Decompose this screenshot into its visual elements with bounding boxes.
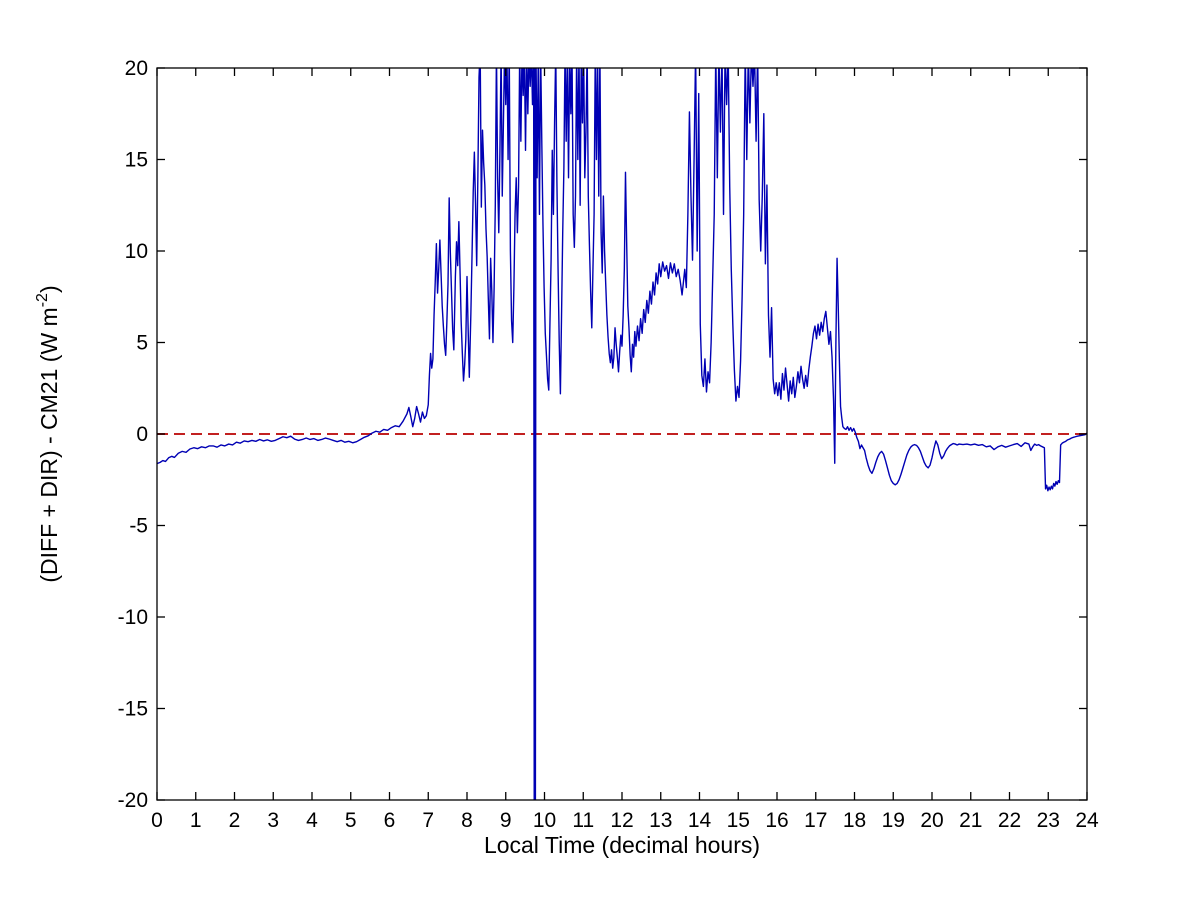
x-tick-label: 4	[306, 809, 318, 832]
y-axis-label-main: (DIFF + DIR) - CM21 (W m	[36, 307, 62, 582]
y-tick-label: -20	[118, 789, 148, 812]
x-axis-label: Local Time (decimal hours)	[484, 832, 760, 858]
x-tick-label: 3	[267, 809, 279, 832]
x-tick-label: 14	[688, 809, 712, 832]
x-tick-label: 20	[920, 809, 943, 832]
x-tick-label: 23	[1037, 809, 1060, 832]
y-tick-label: 0	[136, 423, 148, 446]
x-tick-label: 2	[229, 809, 241, 832]
y-tick-label: -10	[118, 606, 148, 629]
x-tick-label: 18	[843, 809, 866, 832]
axes-and-data-layer: 0 1 2 3 4 5 6 7 8 9 10 11 12 13 14 15 16 17 18 19 20 21 22 23 24…	[118, 57, 1099, 832]
y-tick-label: -5	[129, 515, 148, 538]
y-tick-label: 20	[125, 57, 148, 80]
plot-border	[156, 67, 1088, 801]
x-tick-label: 15	[727, 809, 750, 832]
y-axis-label-superscript: -2	[34, 293, 51, 307]
x-tick-label: 10	[533, 809, 556, 832]
x-tick-label: 21	[959, 809, 982, 832]
x-tick-label: 24	[1075, 809, 1099, 832]
y-tick-label: 15	[125, 149, 148, 172]
y-tick-label: -15	[118, 698, 148, 721]
x-tick-label: 12	[610, 809, 633, 832]
x-tick-label: 19	[882, 809, 905, 832]
x-tick-label: 6	[384, 809, 396, 832]
y-tick-label: 5	[136, 332, 148, 355]
diff-plus-dir-minus-cm21-line	[157, 68, 1087, 800]
x-tick-label: 11	[572, 809, 594, 832]
x-tick-label: 8	[461, 809, 473, 832]
x-tick-label: 0	[151, 809, 163, 832]
x-tick-label: 1	[190, 809, 202, 832]
y-tick-label: 10	[125, 240, 148, 263]
x-tick-label: 9	[500, 809, 512, 832]
x-tick-label: 16	[765, 809, 788, 832]
y-axis-label: (DIFF + DIR) - CM21 (W m-2)	[34, 285, 62, 582]
x-tick-label: 17	[804, 809, 827, 832]
x-tick-label: 5	[345, 809, 357, 832]
x-tick-label: 22	[998, 809, 1021, 832]
y-axis-label-close: )	[36, 285, 62, 293]
x-tick-label: 7	[422, 809, 434, 832]
x-tick-label: 13	[649, 809, 672, 832]
